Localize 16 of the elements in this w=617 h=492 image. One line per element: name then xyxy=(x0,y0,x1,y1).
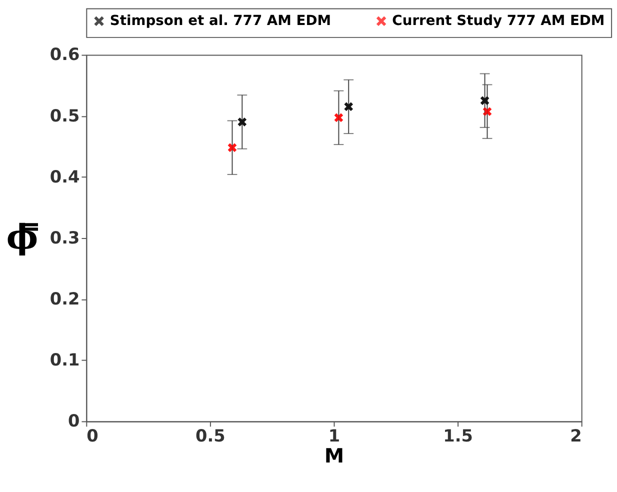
y-tick-label: 0.5 xyxy=(50,105,80,126)
x-axis-title: M xyxy=(324,444,344,468)
y-tick-label: 0.6 xyxy=(50,44,80,64)
x-tick-label: 2 xyxy=(570,426,582,446)
legend-label: Current Study 777 AM EDM xyxy=(392,13,605,30)
x-tick-label: 0 xyxy=(86,426,98,446)
x-tick-label: 1.5 xyxy=(443,426,473,446)
y-tick-label: 0.3 xyxy=(50,227,80,248)
y-tick-label: 0 xyxy=(68,410,80,431)
y-tick-label: 0.2 xyxy=(50,288,80,309)
y-tick-label: 0.1 xyxy=(50,350,80,370)
x-tick-label: 0.5 xyxy=(196,426,226,446)
x-tick-label: 1 xyxy=(328,426,340,446)
legend-label: Stimpson et al. 777 AM EDM xyxy=(110,13,332,30)
y-axis-title: ϕ̿ xyxy=(6,216,38,256)
y-tick-label: 0.4 xyxy=(50,166,80,186)
